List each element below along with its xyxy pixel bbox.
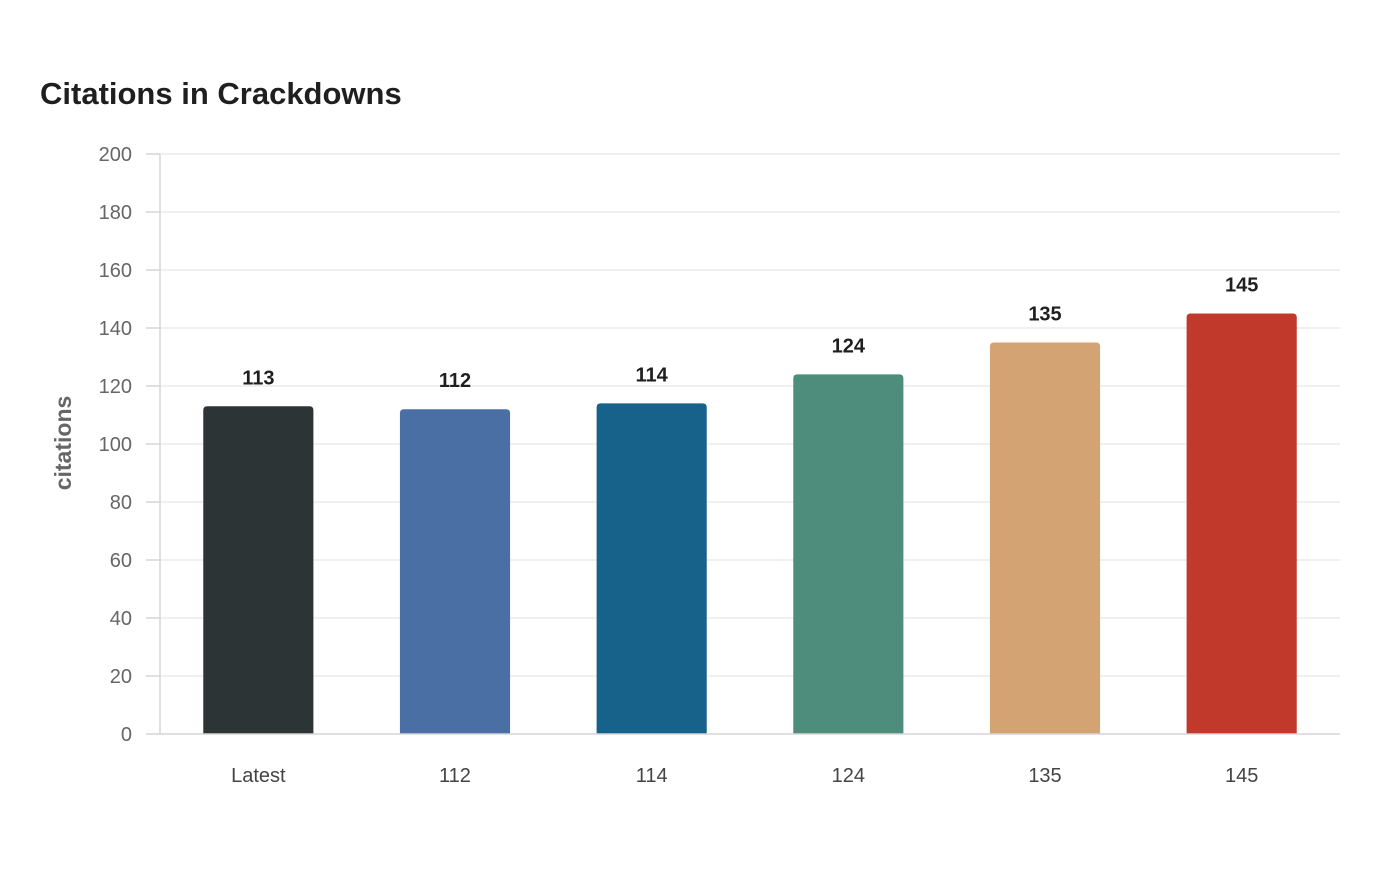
axes [159, 154, 1340, 735]
y-tick-label: 80 [110, 492, 132, 514]
bar [596, 403, 707, 734]
y-tick-label: 40 [110, 608, 132, 630]
bar-value-label: 124 [832, 335, 866, 357]
chart-title: Citations in Crackdowns [40, 76, 402, 111]
x-axis-ticks: Latest 112 114 124 135 145 [231, 765, 1258, 787]
x-tick-label: 112 [439, 765, 471, 787]
y-tick-label: 60 [110, 550, 132, 572]
y-tick-label: 120 [99, 376, 132, 398]
bar [793, 374, 904, 734]
x-tick-label: 114 [636, 765, 668, 787]
x-tick-label: Latest [231, 765, 286, 787]
x-tick-label: 124 [832, 765, 865, 787]
y-tick-label: 100 [99, 434, 132, 456]
y-axis-title: citations [50, 396, 76, 491]
x-tick-label: 145 [1225, 765, 1258, 787]
value-labels: 113 112 114 124 135 145 [242, 275, 1258, 393]
y-tick-label: 20 [110, 666, 132, 688]
bar [989, 342, 1101, 734]
bar-value-label: 135 [1028, 304, 1061, 326]
bar [1186, 313, 1297, 734]
bar [399, 409, 511, 734]
bar-value-label: 113 [242, 367, 274, 389]
bar-value-label: 145 [1225, 275, 1258, 297]
y-tick-label: 160 [99, 260, 132, 282]
y-axis-ticks: 0 20 40 60 80 100 120 140 160 180 200 [99, 144, 160, 746]
y-tick-label: 180 [99, 202, 132, 224]
bar-value-label: 112 [439, 370, 471, 392]
y-tick-label: 200 [99, 144, 132, 166]
y-tick-label: 140 [99, 318, 132, 340]
grid-lines [160, 153, 1340, 677]
bar [203, 406, 314, 734]
bar-value-label: 114 [636, 364, 669, 386]
y-tick-label: 0 [121, 724, 132, 746]
bars [203, 313, 1297, 734]
x-tick-label: 135 [1028, 765, 1061, 787]
